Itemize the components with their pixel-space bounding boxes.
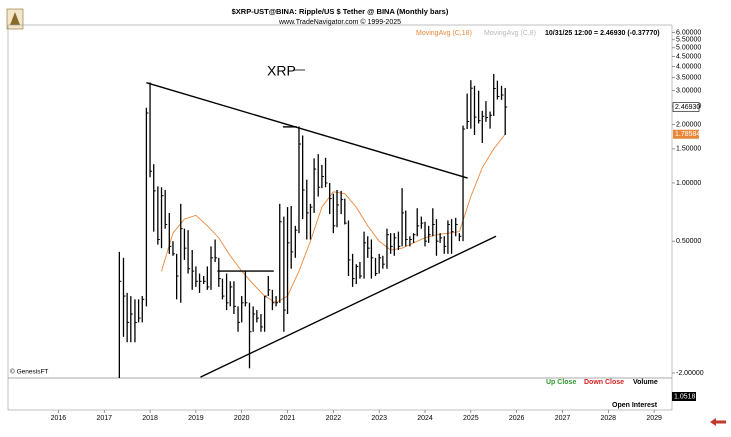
price-tag-box bbox=[672, 102, 700, 112]
legend-entry: MovingAvg (C,18) bbox=[416, 30, 472, 37]
y-tick-label: 4.00000 bbox=[676, 63, 701, 70]
credit: © GenesisFT bbox=[10, 368, 48, 376]
y-tick-label: 1.00000 bbox=[676, 180, 701, 187]
y-tick-label: 2.00000 bbox=[676, 122, 701, 129]
x-tick-label: 2026 bbox=[509, 415, 525, 422]
oi-tag-box bbox=[672, 392, 696, 401]
scroll-arrow[interactable] bbox=[710, 418, 726, 426]
price-tag: 2.46930 bbox=[675, 104, 700, 111]
chart-title: $XRP-UST@BINA: Ripple/US $ Tether @ BINA… bbox=[232, 7, 449, 16]
y-tick-label: 0.50000 bbox=[676, 238, 701, 245]
x-tick-label: 2016 bbox=[51, 415, 67, 422]
y-tick-label: 5.00000 bbox=[676, 45, 701, 52]
y-tick-label: 5.50000 bbox=[676, 37, 701, 44]
x-tick-label: 2029 bbox=[646, 415, 662, 422]
legend-entry: MovingAvg (C,8) bbox=[484, 30, 536, 37]
x-tick-label: 2023 bbox=[371, 415, 387, 422]
quote: 10/31/25 12:00 = 2.46930 (-0.37770) bbox=[545, 30, 660, 37]
x-tick-label: 2025 bbox=[463, 415, 479, 422]
ma-tag-box bbox=[673, 129, 699, 139]
x-tick-label: 2021 bbox=[280, 415, 296, 422]
y-tick-label: 4.50000 bbox=[676, 53, 701, 60]
chart-subtitle: www.TradeNavigator.com © 1999-2025 bbox=[278, 18, 401, 26]
annotation: XRP bbox=[267, 63, 296, 79]
trendline bbox=[146, 82, 468, 179]
y-tick-label: 6.00000 bbox=[676, 29, 701, 36]
oi-tag: 1.0518 bbox=[674, 393, 696, 400]
volume-legend: Down Close bbox=[584, 379, 624, 386]
x-tick-label: 2020 bbox=[234, 415, 250, 422]
y-tick-label: 3.00000 bbox=[676, 88, 701, 95]
x-tick-label: 2017 bbox=[96, 415, 112, 422]
trendline bbox=[200, 235, 497, 378]
open-interest: Open Interest bbox=[612, 402, 658, 409]
logo bbox=[6, 8, 24, 30]
y-tick-label: 1.50000 bbox=[676, 146, 701, 153]
y-tick-label: 3.50000 bbox=[676, 75, 701, 82]
plot bbox=[118, 74, 508, 378]
ma-tag: 1.78584 bbox=[675, 131, 700, 138]
y-tick-label: -2.00000 bbox=[676, 370, 704, 377]
x-tick-label: 2028 bbox=[601, 415, 617, 422]
volume-legend: Up Close bbox=[546, 379, 576, 386]
volume-legend: Volume bbox=[633, 379, 658, 386]
x-tick-label: 2019 bbox=[188, 415, 204, 422]
x-tick-label: 2018 bbox=[142, 415, 158, 422]
x-tick-label: 2022 bbox=[326, 415, 342, 422]
x-tick-label: 2024 bbox=[417, 415, 433, 422]
x-tick-label: 2027 bbox=[555, 415, 571, 422]
